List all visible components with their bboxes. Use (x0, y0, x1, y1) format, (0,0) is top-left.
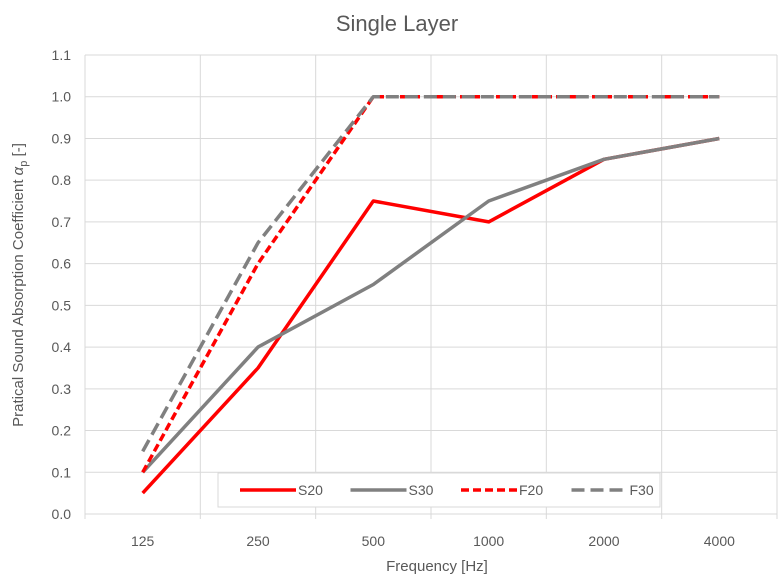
y-tick-label: 0.2 (52, 423, 72, 439)
chart-title: Single Layer (336, 11, 458, 36)
series-line-f30 (141, 94, 720, 453)
series-line-s30 (141, 136, 720, 474)
x-tick-label: 2000 (588, 533, 619, 549)
x-tick-label: 4000 (704, 533, 735, 549)
x-tick-label: 250 (246, 533, 270, 549)
y-tick-label: 0.9 (52, 130, 72, 146)
y-tick-label: 0.6 (52, 256, 72, 272)
axes: 0.0 0.1 0.2 0.3 0.4 0.5 0.6 0.7 0.8 0.9 1.0 1.1 125 2… (52, 47, 778, 549)
y-axis-title-subscript: p (18, 161, 30, 167)
legend-label-s30: S30 (409, 482, 434, 498)
y-tick-label: 0.1 (52, 464, 72, 480)
y-axis-title: Pratical Sound Absorption Coefficient αp… (10, 143, 30, 427)
y-axis-title-symbol: α (10, 166, 27, 175)
legend: S20 S30 F20 F30 (217, 472, 661, 508)
x-tick-label: 500 (362, 533, 386, 549)
y-tick-label: 0.0 (52, 506, 72, 522)
x-axis-title: Frequency [Hz] (386, 558, 488, 575)
series-lines (141, 94, 720, 495)
y-tick-label: 0.3 (52, 381, 72, 397)
y-tick-label: 1.1 (52, 47, 72, 63)
y-axis-title-unit: [-] (10, 143, 27, 161)
y-tick-label: 0.5 (52, 297, 72, 313)
legend-label-f20: F20 (519, 482, 543, 498)
y-tick-label: 0.8 (52, 172, 72, 188)
y-axis-title-main: Pratical Sound Absorption Coefficient (10, 175, 27, 427)
y-tick-label: 1.0 (52, 89, 72, 105)
x-tick-label: 125 (131, 533, 155, 549)
legend-label-f30: F30 (630, 482, 654, 498)
x-tick-label: 1000 (473, 533, 504, 549)
legend-label-s20: S20 (298, 482, 323, 498)
y-tick-label: 0.7 (52, 214, 72, 230)
y-tick-label: 0.4 (52, 339, 72, 355)
